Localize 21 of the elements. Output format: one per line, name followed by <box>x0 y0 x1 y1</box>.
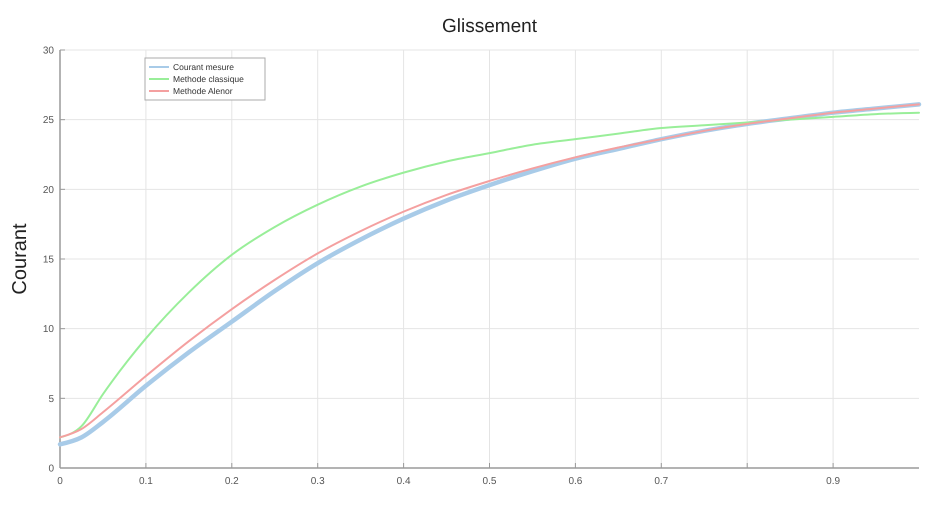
y-tick-label: 10 <box>42 324 54 336</box>
y-tick-label: 20 <box>42 184 54 196</box>
x-tick-label: 0.3 <box>310 476 326 487</box>
x-tick-label: 0.9 <box>826 476 840 487</box>
y-tick-label: 0 <box>48 464 54 474</box>
y-tick-label: 15 <box>42 254 54 266</box>
legend-label: Methode Alenor <box>173 86 233 96</box>
x-tick-label: 0.1 <box>138 476 154 487</box>
x-tick-label: 0 <box>57 476 64 487</box>
chart-title: Glissement <box>442 16 538 37</box>
legend-label: Courant mesure <box>173 62 234 72</box>
x-tick-label: 0.2 <box>224 476 240 487</box>
y-tick-label: 25 <box>42 115 54 126</box>
legend-label: Methode classique <box>173 74 244 84</box>
y-tick-label: 30 <box>42 46 54 56</box>
y-axis-title: Courant <box>9 222 31 295</box>
x-tick-label: 0.5 <box>482 476 497 487</box>
x-tick-label: 0.6 <box>568 476 583 487</box>
x-tick-label: 0.4 <box>396 476 411 487</box>
x-tick-label: 0.7 <box>654 476 669 487</box>
y-tick-label: 5 <box>48 394 54 405</box>
